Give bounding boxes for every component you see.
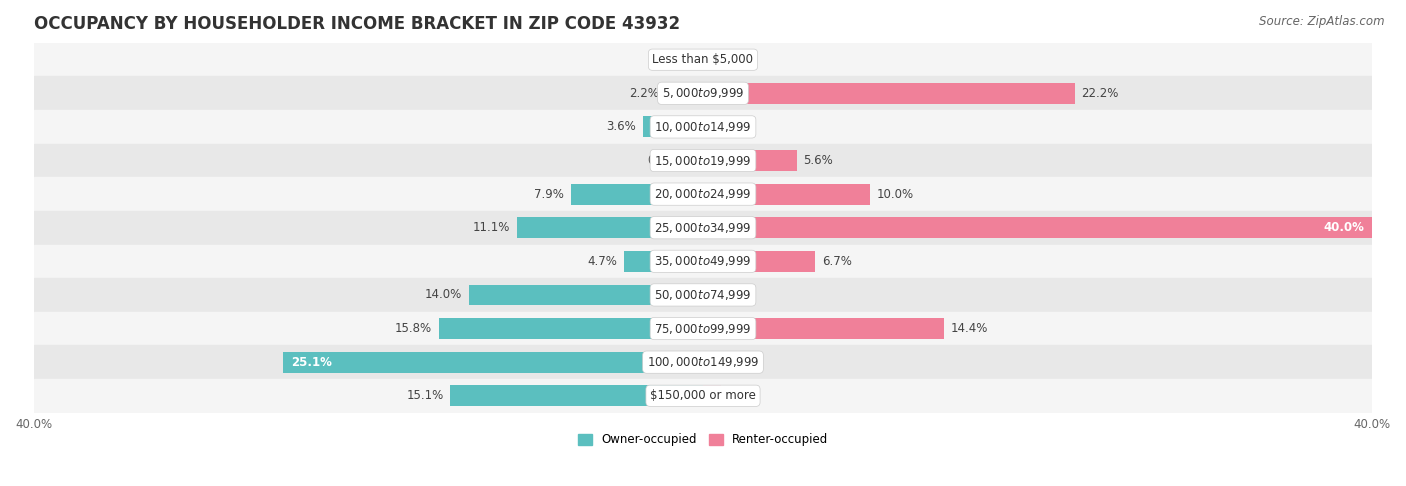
Bar: [34, 76, 1372, 110]
Text: $50,000 to $74,999: $50,000 to $74,999: [654, 288, 752, 302]
Text: 14.4%: 14.4%: [950, 322, 988, 335]
Text: $150,000 or more: $150,000 or more: [650, 389, 756, 402]
Text: $100,000 to $149,999: $100,000 to $149,999: [647, 355, 759, 369]
Text: 0.0%: 0.0%: [710, 356, 740, 369]
Bar: [703, 318, 943, 339]
Text: 15.1%: 15.1%: [406, 389, 443, 402]
Legend: Owner-occupied, Renter-occupied: Owner-occupied, Renter-occupied: [572, 429, 834, 451]
Bar: [439, 318, 703, 339]
Text: $20,000 to $24,999: $20,000 to $24,999: [654, 187, 752, 201]
Text: 0.0%: 0.0%: [666, 53, 696, 66]
Text: 2.2%: 2.2%: [630, 87, 659, 100]
Bar: [34, 43, 1372, 76]
Text: 1.1%: 1.1%: [728, 389, 758, 402]
Bar: [34, 144, 1372, 177]
Bar: [34, 211, 1372, 244]
Bar: [703, 251, 815, 272]
Text: 0.72%: 0.72%: [647, 154, 685, 167]
Bar: [450, 385, 703, 406]
Bar: [703, 150, 797, 171]
Text: OCCUPANCY BY HOUSEHOLDER INCOME BRACKET IN ZIP CODE 43932: OCCUPANCY BY HOUSEHOLDER INCOME BRACKET …: [34, 15, 679, 33]
Bar: [34, 244, 1372, 278]
Bar: [703, 217, 1372, 238]
Text: $75,000 to $99,999: $75,000 to $99,999: [654, 322, 752, 335]
Text: 25.1%: 25.1%: [291, 356, 332, 369]
Bar: [624, 251, 703, 272]
Bar: [703, 385, 721, 406]
Bar: [703, 83, 1074, 104]
Bar: [34, 278, 1372, 312]
Text: 14.0%: 14.0%: [425, 288, 463, 301]
Text: 11.1%: 11.1%: [474, 221, 510, 234]
Text: 0.0%: 0.0%: [710, 288, 740, 301]
Text: 22.2%: 22.2%: [1081, 87, 1119, 100]
Bar: [34, 110, 1372, 144]
Text: 7.9%: 7.9%: [534, 188, 564, 201]
Text: 0.0%: 0.0%: [710, 121, 740, 133]
Text: $15,000 to $19,999: $15,000 to $19,999: [654, 154, 752, 168]
Text: Less than $5,000: Less than $5,000: [652, 53, 754, 66]
Text: Source: ZipAtlas.com: Source: ZipAtlas.com: [1260, 15, 1385, 28]
Text: 10.0%: 10.0%: [877, 188, 914, 201]
Text: $35,000 to $49,999: $35,000 to $49,999: [654, 254, 752, 268]
Bar: [666, 83, 703, 104]
Bar: [283, 352, 703, 373]
Bar: [643, 117, 703, 138]
Text: $25,000 to $34,999: $25,000 to $34,999: [654, 221, 752, 235]
Bar: [34, 177, 1372, 211]
Text: $10,000 to $14,999: $10,000 to $14,999: [654, 120, 752, 134]
Bar: [571, 184, 703, 205]
Text: $5,000 to $9,999: $5,000 to $9,999: [662, 87, 744, 100]
Bar: [517, 217, 703, 238]
Bar: [703, 184, 870, 205]
Bar: [34, 379, 1372, 413]
Text: 4.7%: 4.7%: [588, 255, 617, 268]
Text: 5.6%: 5.6%: [803, 154, 834, 167]
Bar: [34, 312, 1372, 346]
Text: 15.8%: 15.8%: [395, 322, 432, 335]
Bar: [468, 284, 703, 305]
Text: 0.0%: 0.0%: [710, 53, 740, 66]
Bar: [690, 150, 703, 171]
Text: 40.0%: 40.0%: [1323, 221, 1364, 234]
Text: 6.7%: 6.7%: [823, 255, 852, 268]
Text: 3.6%: 3.6%: [606, 121, 636, 133]
Bar: [34, 346, 1372, 379]
